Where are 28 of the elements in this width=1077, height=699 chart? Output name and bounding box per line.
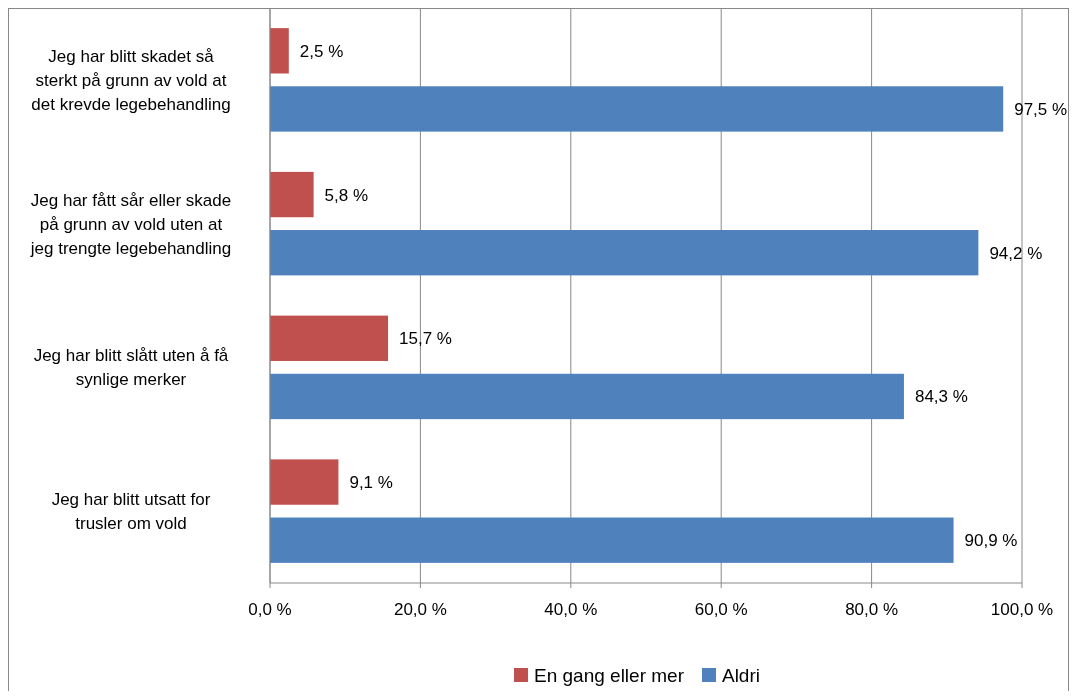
- bar: [270, 373, 904, 420]
- data-label: 15,7 %: [399, 329, 452, 349]
- y-tick-label: Jeg har blitt slått uten å få synlige merker: [33, 346, 229, 390]
- legend-label: Aldri: [721, 664, 760, 686]
- data-label: 94,2 %: [989, 243, 1043, 263]
- x-tick-label: 100,0 %: [990, 600, 1054, 619]
- x-tick-label: 40,0 %: [544, 600, 598, 619]
- bar: [270, 86, 1004, 132]
- bar: [270, 459, 339, 505]
- bar: [270, 28, 289, 74]
- data-label: 9,1 %: [349, 473, 393, 492]
- bar: [270, 171, 314, 218]
- y-tick-label: Jeg har blitt skadet så sterkt på grunn av vold at det krevde legebehandling: [31, 46, 231, 114]
- data-label: 90,9 %: [964, 531, 1018, 551]
- data-label: 2,5 %: [299, 41, 344, 61]
- x-tick-label: 20,0 %: [393, 600, 447, 619]
- data-label: 5,8 %: [324, 185, 369, 205]
- data-label: 97,5 %: [1014, 99, 1068, 119]
- y-tick-label: Jeg har fått sår eller skade på grunn av vold uten at jeg trengte legebehandling: [29, 190, 232, 258]
- y-tick-label: Jeg har blitt utsatt for trusler om vold: [51, 490, 211, 534]
- x-tick-label: 80,0 %: [845, 600, 899, 619]
- bar: [270, 517, 954, 563]
- data-label: 84,3 %: [914, 387, 968, 407]
- x-tick-label: 0,0 %: [248, 600, 292, 619]
- x-tick-label: 60,0 %: [694, 600, 748, 619]
- bar: [270, 315, 389, 361]
- bar: [270, 230, 979, 276]
- legend-label: En gang eller mer: [534, 664, 685, 686]
